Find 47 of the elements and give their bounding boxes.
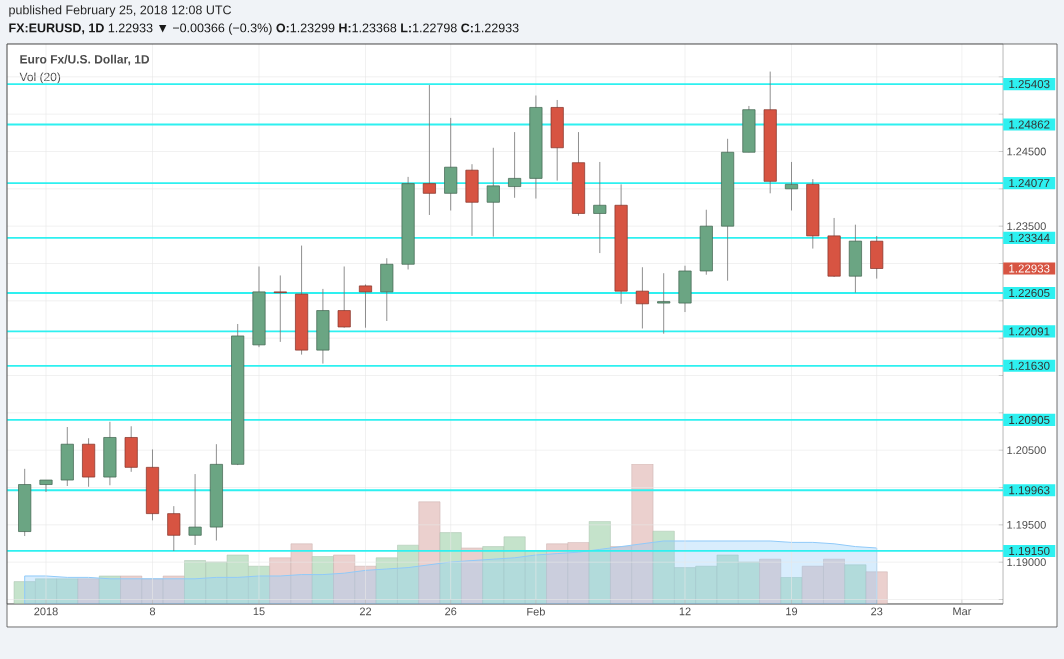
candlestick [337, 266, 351, 329]
candlestick [167, 505, 181, 552]
ref-line-label: 1.19150 [1009, 546, 1050, 556]
y-tick-label: 1.24500 [1007, 147, 1046, 156]
x-tick-label: 8 [149, 607, 156, 616]
x-tick-label: 19 [786, 607, 798, 616]
ref-line-label: 1.24862 [1009, 120, 1050, 129]
x-tick-label: 2018 [34, 607, 58, 616]
y-tick-label: 1.19000 [1007, 558, 1046, 567]
x-tick-label: 12 [679, 607, 691, 616]
candlestick [593, 161, 607, 254]
candlestick [784, 161, 799, 211]
candlestick [358, 284, 373, 329]
candlestick [486, 147, 500, 238]
chart-title: FX:EURUSD, 1D 1.22933 ▼ −0.00366 (−0.3%) O:1.23299 H:1.23368 L:1.22798 C:1.22933 [9, 23, 519, 35]
y-tick-label: 1.20500 [1007, 446, 1046, 455]
bar [844, 564, 867, 604]
annotation: Euro Fx/U.S. Dollar, 1D [20, 54, 150, 66]
candlestick [657, 272, 671, 335]
x-tick-label: 26 [445, 607, 457, 616]
ref-line-label: 1.22091 [1009, 327, 1050, 336]
candlestick [422, 84, 436, 216]
bar [780, 577, 803, 604]
text: 1.22933 [1009, 264, 1050, 273]
candlestick [635, 266, 649, 329]
x-tick-label: 23 [871, 607, 883, 616]
ref-line-label: 1.20905 [1009, 415, 1050, 424]
bar [77, 578, 100, 604]
x-tick-label: Feb [527, 607, 545, 616]
ref-line-label: 1.24077 [1009, 179, 1050, 188]
ref-line-label: 1.22605 [1009, 288, 1050, 298]
x-tick-label: 15 [253, 607, 265, 616]
candlestick [39, 479, 53, 493]
candlestick [188, 473, 202, 546]
bar [418, 501, 441, 604]
x-tick-label: 22 [359, 607, 372, 616]
ref-line-label: 1.19963 [1009, 486, 1050, 495]
chart-title: Vol (20) [19, 72, 61, 84]
chart-subtitle: published February 25, 2018 12:08 UTC [9, 5, 232, 17]
ref-line-label: 1.21630 [1009, 361, 1050, 370]
y-tick-label: 1.23500 [1007, 222, 1046, 231]
ref-line-label: 1.25403 [1009, 80, 1050, 89]
candlestick [273, 275, 287, 343]
ref-line-label: 1.23344 [1009, 233, 1050, 242]
y-tick-label: 1.19500 [1007, 520, 1046, 529]
x-tick-label: Mar [953, 607, 972, 616]
candlestick [508, 131, 522, 199]
